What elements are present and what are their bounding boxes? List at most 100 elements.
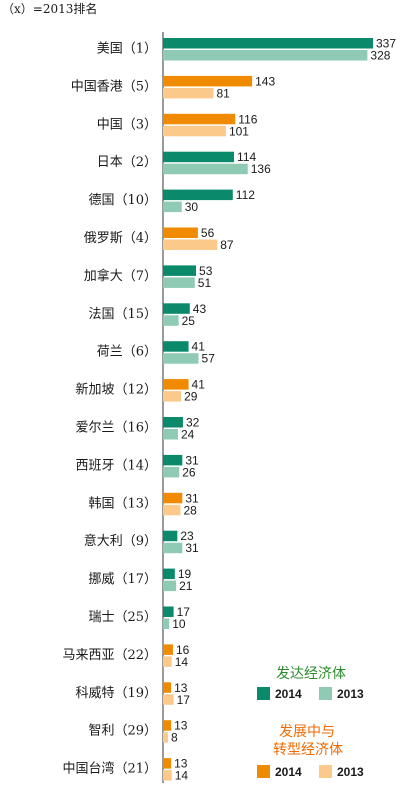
legend-developed-2013-label: 2013 [337, 687, 364, 701]
bar-2013 [163, 315, 179, 326]
bar-2014 [163, 341, 189, 352]
legend-developing-2013-label: 2013 [337, 765, 364, 779]
category-label: 中国香港（5） [71, 79, 157, 94]
legend-developing-title-line2: 转型经济体 [273, 742, 343, 758]
value-label-2013: 101 [229, 124, 249, 138]
value-label-2014: 19 [178, 567, 192, 581]
legend-developed: 发达经济体 2014 2013 [257, 666, 364, 701]
value-label-2013: 24 [181, 428, 195, 442]
value-label-2013: 136 [251, 162, 271, 176]
bar-2013 [163, 580, 177, 592]
bar-2014 [163, 189, 233, 201]
category-label: 日本（2） [97, 155, 157, 170]
category-label: 中国（3） [97, 117, 157, 132]
category-label: 瑞士（25） [88, 610, 157, 625]
value-label-2013: 28 [183, 503, 197, 517]
category-label: 西班牙（14） [75, 458, 157, 473]
bar-2014 [163, 720, 172, 731]
value-label-2013: 328 [370, 49, 390, 63]
category-label: 俄罗斯（4） [84, 231, 157, 246]
category-label: 法国（15） [88, 307, 157, 322]
category-label: 中国台湾（21） [62, 761, 157, 777]
value-label-2013: 30 [185, 200, 199, 214]
bar-2014 [163, 644, 173, 655]
bar-2014 [163, 758, 172, 769]
value-label-2013: 8 [171, 731, 178, 745]
bar-2013 [163, 618, 170, 629]
category-label: 荷兰（6） [97, 345, 157, 360]
category-label: 德国（10） [88, 193, 157, 208]
legend-developing-2013-swatch [319, 765, 332, 778]
legend-developed-2014-swatch [257, 687, 270, 700]
value-label-2013: 57 [202, 352, 216, 366]
value-label-2013: 29 [184, 390, 198, 404]
bar-2013 [163, 770, 172, 781]
value-label-2014: 13 [174, 719, 188, 733]
bar-2014 [163, 75, 253, 87]
bar-2014 [163, 682, 172, 693]
legend-developing-title-line1: 发展中与 [279, 724, 335, 740]
bar-2014 [163, 113, 236, 125]
bar-2013 [163, 429, 178, 440]
bar-2014 [163, 379, 189, 390]
bar-2013 [163, 277, 195, 288]
value-label-2014: 13 [174, 757, 188, 771]
category-label: 韩国（13） [88, 496, 157, 511]
value-label-2014: 56 [201, 226, 215, 240]
bar-2014 [163, 227, 198, 238]
legend-developing: 发展中与 转型经济体 2014 2013 [257, 724, 364, 779]
value-label-2014: 112 [236, 188, 255, 202]
bar-2013 [163, 201, 182, 213]
value-label-2014: 31 [185, 453, 199, 467]
bar-2014 [163, 606, 174, 617]
bar-2014 [163, 530, 178, 542]
bar-2013 [163, 391, 182, 402]
bar-2013 [163, 732, 168, 743]
bar-2013 [163, 239, 218, 250]
value-label-2014: 143 [255, 74, 275, 88]
value-label-2013: 87 [220, 238, 234, 252]
value-label-2013: 31 [185, 541, 199, 555]
value-label-2014: 43 [193, 302, 207, 316]
legend-developing-2014-label: 2014 [275, 765, 302, 779]
category-label: 新加坡（12） [75, 382, 157, 398]
legend-developed-2013-swatch [319, 687, 332, 700]
bar-2013 [163, 542, 183, 554]
category-label: 意大利（9） [84, 533, 157, 549]
value-label-2014: 16 [176, 643, 190, 657]
category-label: 爱尔兰（16） [75, 421, 157, 436]
bar-2013 [163, 353, 199, 364]
value-label-2013: 17 [177, 693, 191, 707]
bar-2014 [163, 454, 183, 466]
value-label-2013: 14 [175, 655, 189, 669]
bar-2014 [163, 492, 183, 504]
value-label-2013: 14 [175, 769, 189, 783]
value-label-2014: 53 [199, 264, 213, 278]
category-label: 智利（29） [88, 724, 157, 739]
category-label: 马来西亚（22） [62, 648, 157, 663]
legend-developed-2014-label: 2014 [275, 687, 302, 701]
ranking-note: （x）=2013排名 [2, 1, 97, 16]
bar-2014 [163, 151, 235, 163]
bar-2013 [163, 87, 214, 99]
value-label-2013: 10 [172, 617, 186, 631]
legend-developing-2014-swatch [257, 765, 270, 778]
value-label-2014: 114 [237, 150, 256, 164]
value-label-2014: 13 [174, 681, 188, 695]
value-label-2014: 41 [192, 378, 206, 392]
bar-2014 [163, 568, 175, 580]
value-label-2013: 25 [182, 314, 196, 328]
value-label-2014: 23 [180, 529, 194, 543]
value-label-2014: 31 [185, 491, 199, 505]
value-label-2014: 41 [192, 340, 206, 354]
value-label-2014: 32 [186, 416, 200, 430]
category-label: 挪威（17） [88, 572, 157, 587]
bar-2013 [163, 125, 226, 137]
bar-2014 [163, 38, 373, 49]
bar-2013 [163, 504, 181, 516]
bar-2014 [163, 417, 183, 428]
value-label-2014: 337 [376, 37, 396, 51]
bar-2013 [163, 466, 180, 478]
value-label-2014: 17 [177, 605, 191, 619]
